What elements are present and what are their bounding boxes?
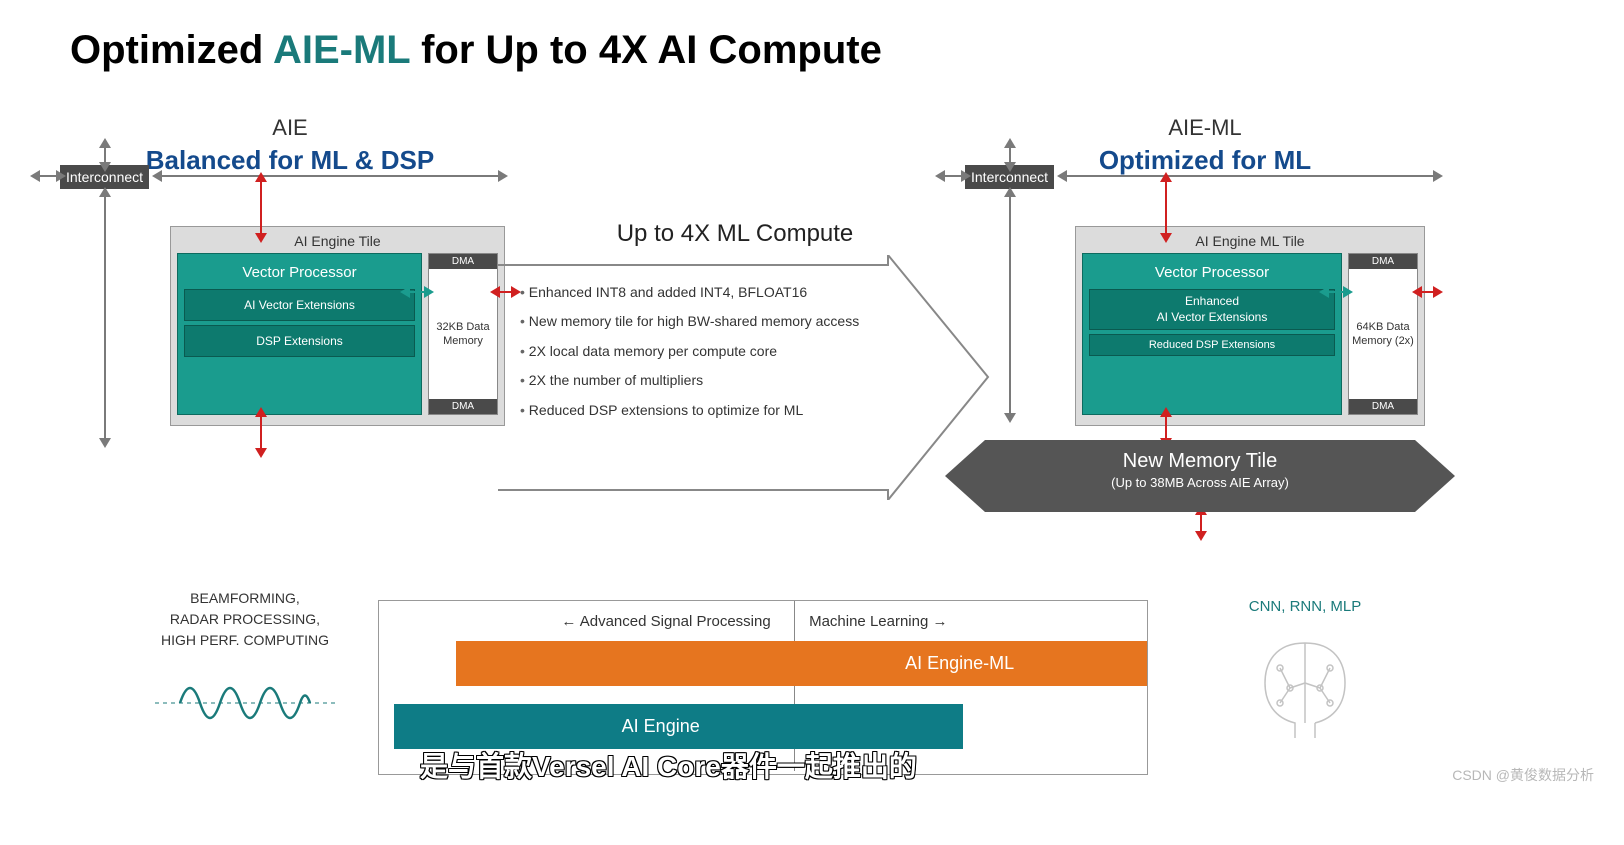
left-mem-label: 32KB Data Memory: [429, 269, 497, 399]
bl-line: RADAR PROCESSING,: [145, 609, 345, 630]
center-column: Up to 4X ML Compute Enhanced INT8 and ad…: [520, 220, 950, 425]
right-dma-top: DMA: [1349, 254, 1417, 269]
bottom-right-block: CNN, RNN, MLP: [1220, 598, 1390, 747]
center-heading: Up to 4X ML Compute: [520, 220, 950, 248]
left-dma-bottom: DMA: [429, 399, 497, 414]
brain-icon: [1245, 633, 1365, 743]
left-vproc-title: Vector Processor: [184, 260, 415, 285]
bullet-item: 2X local data memory per compute core: [520, 337, 950, 366]
chart-bar-label: AI Engine-ML: [905, 641, 1014, 686]
title-post: for Up to 4X AI Compute: [410, 28, 882, 72]
left-tile-title: AI Engine Tile: [177, 233, 498, 249]
left-memory-box: DMA 32KB Data Memory DMA: [428, 253, 498, 415]
bottom-left-block: BEAMFORMING, RADAR PROCESSING, HIGH PERF…: [145, 588, 345, 739]
bullet-item: Enhanced INT8 and added INT4, BFLOAT16: [520, 278, 950, 307]
bullet-item: Reduced DSP extensions to optimize for M…: [520, 396, 950, 425]
chart-bar-label: AI Engine: [622, 704, 700, 749]
chart-bar: AI Engine-ML: [456, 641, 1147, 686]
right-tile-title: AI Engine ML Tile: [1082, 233, 1418, 249]
watermark: CSDN @黄俊数据分析: [1452, 765, 1594, 785]
bars-container: AI Engine-ML AI Engine: [379, 641, 1147, 759]
br-label: CNN, RNN, MLP: [1220, 598, 1390, 615]
left-vector-processor: Vector Processor AI Vector Extensions DS…: [177, 253, 422, 415]
banner-title: New Memory Tile: [945, 450, 1455, 473]
bullet-item: New memory tile for high BW-shared memor…: [520, 307, 950, 336]
left-dma-top: DMA: [429, 254, 497, 269]
bullet-list: Enhanced INT8 and added INT4, BFLOAT16 N…: [520, 278, 950, 425]
title-accent: AIE-ML: [273, 28, 410, 72]
left-small-title: AIE: [60, 115, 520, 141]
bl-line: HIGH PERF. COMPUTING: [145, 630, 345, 651]
right-ext1: Enhanced AI Vector Extensions: [1089, 289, 1335, 330]
right-ext2: Reduced DSP Extensions: [1089, 334, 1335, 356]
memory-tile-banner: New Memory Tile (Up to 38MB Across AIE A…: [945, 440, 1455, 512]
right-small-title: AIE-ML: [965, 115, 1445, 141]
left-ext2: DSP Extensions: [184, 325, 415, 357]
subtitle-overlay: 是与首款Versel AI Core器件一起推出的: [420, 745, 917, 785]
title-pre: Optimized: [70, 28, 273, 72]
left-tile: AI Engine Tile Vector Processor AI Vecto…: [170, 226, 505, 426]
left-ext1: AI Vector Extensions: [184, 289, 415, 321]
slide-title: Optimized AIE-ML for Up to 4X AI Compute: [70, 28, 882, 73]
right-vproc-title: Vector Processor: [1089, 260, 1335, 285]
right-memory-box: DMA 64KB Data Memory (2x) DMA: [1348, 253, 1418, 415]
chart-bar: AI Engine: [394, 704, 962, 749]
chart-left-label: ← Advanced Signal Processing: [561, 613, 770, 630]
left-column: AIE Balanced for ML & DSP Interconnect A…: [60, 115, 520, 426]
right-column: AIE-ML Optimized for ML Interconnect AI …: [965, 115, 1445, 426]
chart-right-label: Machine Learning →: [809, 613, 947, 630]
right-dma-bottom: DMA: [1349, 399, 1417, 414]
right-vector-processor: Vector Processor Enhanced AI Vector Exte…: [1082, 253, 1342, 415]
banner-sub: (Up to 38MB Across AIE Array): [945, 475, 1455, 490]
right-tile: AI Engine ML Tile Vector Processor Enhan…: [1075, 226, 1425, 426]
bullet-item: 2X the number of multipliers: [520, 366, 950, 395]
wave-icon: [155, 673, 335, 733]
right-mem-label: 64KB Data Memory (2x): [1349, 269, 1417, 399]
right-ext1a: Enhanced: [1185, 294, 1239, 308]
right-ext1b: AI Vector Extensions: [1157, 310, 1268, 324]
bl-line: BEAMFORMING,: [145, 588, 345, 609]
chart-header: ← Advanced Signal Processing Machine Lea…: [379, 601, 1147, 641]
